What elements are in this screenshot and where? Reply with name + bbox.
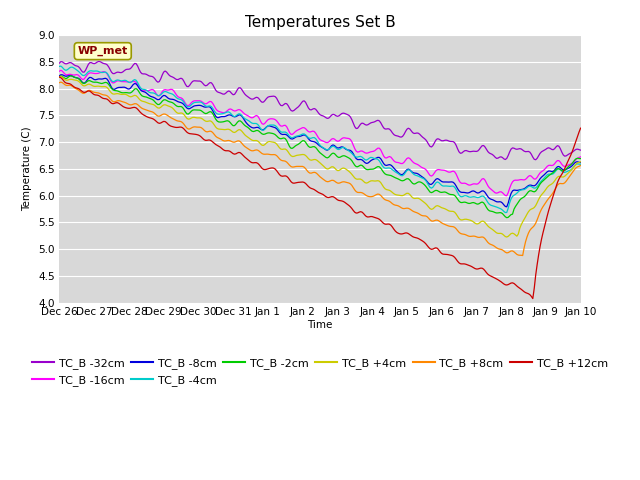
Line: TC_B +8cm: TC_B +8cm [60, 82, 580, 255]
TC_B +12cm [577, 125, 584, 131]
TC_B +8cm [371, 192, 379, 198]
Line: TC_B -2cm: TC_B -2cm [60, 76, 580, 218]
TC_B -8cm [154, 97, 162, 103]
TC_B -2cm [516, 197, 524, 203]
TC_B +4cm [371, 178, 379, 184]
TC_B -16cm [383, 155, 390, 161]
TC_B -4cm [72, 66, 79, 72]
TC_B -16cm [503, 193, 511, 199]
TC_B -8cm [577, 160, 584, 166]
TC_B -2cm [154, 102, 162, 108]
TC_B +4cm [503, 234, 511, 240]
TC_B +8cm [519, 252, 527, 258]
TC_B -4cm [383, 165, 390, 171]
TC_B +8cm [383, 197, 390, 203]
TC_B +12cm [56, 74, 63, 80]
TC_B +4cm [72, 77, 79, 83]
TC_B +8cm [57, 79, 65, 85]
TC_B +4cm [56, 74, 63, 80]
TC_B +8cm [72, 85, 79, 91]
Line: TC_B +4cm: TC_B +4cm [60, 76, 580, 237]
TC_B +12cm [370, 214, 378, 220]
TC_B -2cm [383, 172, 390, 178]
TC_B -4cm [516, 188, 524, 193]
TC_B +4cm [383, 187, 390, 192]
TC_B +8cm [515, 252, 522, 258]
TC_B -4cm [154, 93, 162, 98]
Line: TC_B -16cm: TC_B -16cm [60, 71, 580, 196]
TC_B -32cm [515, 146, 522, 152]
TC_B -32cm [371, 119, 379, 124]
TC_B -16cm [516, 177, 524, 183]
TC_B +4cm [154, 105, 162, 111]
TC_B -8cm [503, 204, 511, 210]
TC_B -4cm [56, 63, 63, 69]
TC_B +4cm [577, 159, 584, 165]
TC_B +12cm [529, 296, 537, 301]
Legend: TC_B -32cm, TC_B -16cm, TC_B -8cm, TC_B -4cm, TC_B -2cm, TC_B +4cm, TC_B +8cm, T: TC_B -32cm, TC_B -16cm, TC_B -8cm, TC_B … [28, 353, 612, 390]
TC_B -4cm [57, 63, 65, 69]
TC_B -16cm [577, 154, 584, 160]
TC_B +4cm [57, 73, 65, 79]
TC_B -32cm [154, 79, 162, 85]
TC_B -2cm [503, 215, 511, 221]
TC_B +8cm [354, 190, 362, 195]
TC_B -32cm [577, 147, 584, 153]
X-axis label: Time: Time [307, 320, 333, 330]
Text: WP_met: WP_met [77, 46, 128, 56]
TC_B -16cm [154, 93, 162, 99]
TC_B +8cm [56, 80, 63, 85]
TC_B -32cm [70, 62, 77, 68]
TC_B -8cm [354, 156, 362, 162]
TC_B -8cm [383, 163, 390, 168]
TC_B -8cm [56, 73, 63, 79]
TC_B -8cm [57, 72, 65, 78]
TC_B -32cm [532, 157, 540, 163]
TC_B +8cm [154, 113, 162, 119]
TC_B -2cm [67, 73, 75, 79]
TC_B -8cm [72, 74, 79, 80]
TC_B -2cm [56, 74, 63, 80]
TC_B -8cm [516, 187, 524, 192]
TC_B -16cm [371, 148, 379, 154]
TC_B -16cm [354, 149, 362, 155]
TC_B -4cm [354, 154, 362, 160]
TC_B +4cm [516, 226, 524, 231]
TC_B -2cm [354, 164, 362, 169]
TC_B +12cm [381, 221, 389, 227]
TC_B +4cm [354, 176, 362, 182]
TC_B -16cm [57, 68, 65, 73]
TC_B -32cm [95, 59, 102, 64]
TC_B -32cm [383, 126, 390, 132]
TC_B -16cm [72, 72, 79, 78]
Y-axis label: Temperature (C): Temperature (C) [22, 127, 33, 211]
TC_B -2cm [371, 166, 379, 171]
TC_B -4cm [371, 156, 379, 162]
Line: TC_B +12cm: TC_B +12cm [60, 77, 580, 299]
TC_B +12cm [513, 283, 521, 289]
TC_B -32cm [56, 60, 63, 66]
TC_B +12cm [70, 84, 77, 90]
Line: TC_B -4cm: TC_B -4cm [60, 66, 580, 213]
TC_B -32cm [354, 125, 362, 131]
TC_B -8cm [371, 156, 379, 162]
TC_B +12cm [152, 119, 160, 124]
Title: Temperatures Set B: Temperatures Set B [244, 15, 396, 30]
TC_B -4cm [502, 210, 509, 216]
TC_B -2cm [72, 75, 79, 81]
TC_B +12cm [353, 210, 360, 216]
Line: TC_B -8cm: TC_B -8cm [60, 75, 580, 207]
TC_B -2cm [577, 156, 584, 161]
TC_B +8cm [577, 163, 584, 168]
TC_B -16cm [56, 68, 63, 74]
TC_B -4cm [577, 161, 584, 167]
Line: TC_B -32cm: TC_B -32cm [60, 61, 580, 160]
